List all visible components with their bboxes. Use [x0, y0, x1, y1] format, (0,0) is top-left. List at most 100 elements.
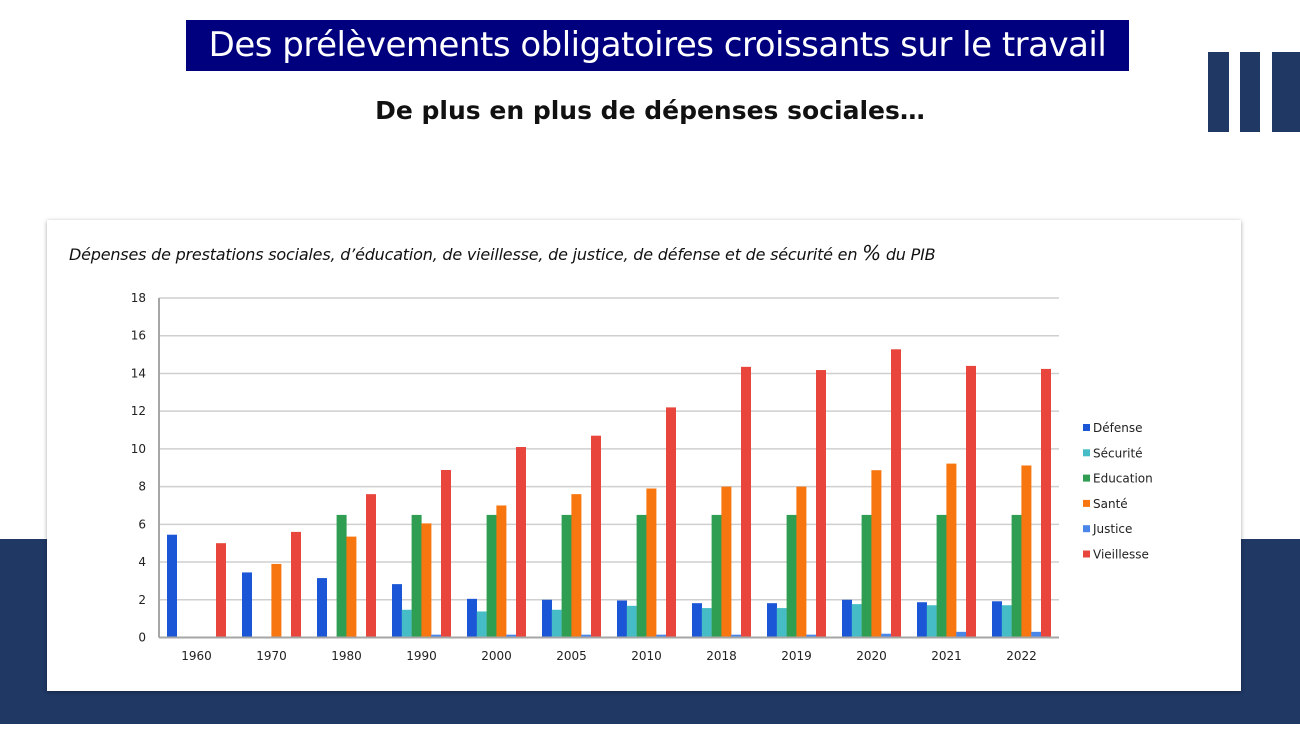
x-tick-label: 1960 — [181, 649, 212, 663]
y-tick-label: 6 — [138, 517, 146, 531]
bar-sécurité — [476, 611, 487, 638]
bar-sécurité — [626, 605, 637, 638]
x-tick-label: 1990 — [406, 649, 437, 663]
y-tick-label: 0 — [138, 631, 146, 645]
y-tick-label: 8 — [138, 480, 146, 494]
y-tick-label: 18 — [131, 291, 146, 305]
bar-santé — [1021, 465, 1032, 638]
bar-défense — [692, 603, 702, 638]
bars — [167, 349, 1051, 638]
bar-santé — [346, 536, 357, 638]
bar-santé — [721, 486, 732, 638]
bar-vieillesse — [966, 365, 976, 638]
bar-education — [786, 514, 797, 638]
x-tick-label: 2000 — [481, 649, 512, 663]
bar-santé — [646, 488, 657, 638]
x-axis-ticks: 1960 1970 1980 1990 2000 2005 2010 2018 2019 2020… — [181, 649, 1037, 663]
bar-sécurité — [401, 609, 412, 638]
bar-sécurité — [926, 605, 937, 638]
bar-justice — [656, 634, 667, 638]
x-tick-label: 1980 — [331, 649, 362, 663]
bar-justice — [581, 634, 592, 638]
legend-label: Justice — [1092, 522, 1132, 536]
bar-santé — [796, 486, 807, 638]
bar-vieillesse — [216, 543, 226, 638]
bar-défense — [992, 601, 1002, 638]
y-tick-label: 10 — [131, 442, 146, 456]
bar-santé — [271, 563, 282, 638]
bar-défense — [317, 578, 327, 638]
chart-title-suffix: du PIB — [880, 245, 936, 264]
legend-swatch — [1083, 449, 1090, 457]
bar-vieillesse — [291, 531, 301, 638]
x-tick-label: 1970 — [256, 649, 287, 663]
x-tick-label: 2020 — [856, 649, 887, 663]
bar-défense — [917, 602, 927, 638]
legend-label: Défense — [1093, 421, 1142, 435]
bar-justice — [956, 631, 967, 638]
bar-justice — [1031, 631, 1042, 638]
bar-santé — [871, 470, 882, 638]
bar-sécurité — [701, 608, 712, 638]
legend-label: Santé — [1093, 497, 1128, 511]
bar-sécurité — [851, 604, 862, 638]
x-tick-label: 2018 — [706, 649, 737, 663]
bar-justice — [431, 634, 442, 638]
bar-vieillesse — [816, 370, 826, 638]
slide-title: Des prélèvements obligatoires croissants… — [186, 20, 1129, 71]
legend-swatch — [1083, 474, 1090, 482]
legend-label: Sécurité — [1093, 446, 1143, 460]
legend-swatch — [1083, 499, 1090, 507]
y-tick-label: 4 — [138, 555, 146, 569]
chart-title-prefix: Dépenses de prestations sociales, d’éduc… — [69, 245, 863, 264]
bar-santé — [946, 463, 957, 638]
bar-justice — [881, 633, 892, 638]
x-tick-label: 2005 — [556, 649, 587, 663]
legend-label: Vieillesse — [1093, 548, 1149, 562]
bar-education — [336, 514, 347, 638]
bar-sécurité — [1001, 605, 1012, 638]
bar-défense — [842, 599, 852, 638]
bar-vieillesse — [516, 447, 526, 638]
bar-sécurité — [551, 609, 562, 638]
decorative-bar — [1272, 52, 1300, 132]
legend: Défense Sécurité Education Santé Justice Viei… — [1083, 421, 1153, 562]
y-axis-ticks: 0 2 4 6 8 10 12 14 16 18 — [131, 291, 146, 645]
y-tick-label: 14 — [131, 366, 146, 380]
bar-justice — [731, 634, 742, 638]
bar-education — [1011, 514, 1022, 638]
bar-vieillesse — [366, 494, 376, 638]
bar-sécurité — [776, 608, 787, 638]
bar-vieillesse — [891, 349, 901, 638]
bar-justice — [506, 634, 517, 638]
legend-swatch — [1083, 525, 1090, 533]
bar-défense — [242, 572, 252, 638]
bar-vieillesse — [591, 435, 601, 638]
bar-santé — [571, 494, 582, 638]
legend-swatch — [1083, 550, 1090, 558]
legend-swatch — [1083, 424, 1090, 431]
bar-vieillesse — [666, 407, 676, 638]
bar-justice — [806, 634, 817, 638]
legend-label: Education — [1093, 472, 1153, 486]
bar-défense — [167, 534, 177, 638]
axes — [158, 298, 1059, 639]
bar-défense — [767, 603, 777, 638]
slide-subtitle: De plus en plus de dépenses sociales… — [375, 96, 925, 125]
chart-title: Dépenses de prestations sociales, d’éduc… — [69, 241, 936, 265]
bar-défense — [542, 599, 552, 638]
bar-vieillesse — [441, 470, 451, 638]
bar-education — [636, 514, 647, 638]
bar-vieillesse — [1041, 368, 1051, 638]
bar-education — [861, 514, 872, 638]
gridlines — [159, 297, 1059, 601]
x-tick-label: 2021 — [931, 649, 962, 663]
decorative-bar — [1208, 52, 1229, 132]
x-tick-label: 2010 — [631, 649, 662, 663]
bar-défense — [467, 598, 477, 638]
bar-education — [486, 514, 497, 638]
bar-vieillesse — [741, 366, 751, 638]
bar-santé — [421, 523, 432, 638]
x-tick-label: 2019 — [781, 649, 812, 663]
